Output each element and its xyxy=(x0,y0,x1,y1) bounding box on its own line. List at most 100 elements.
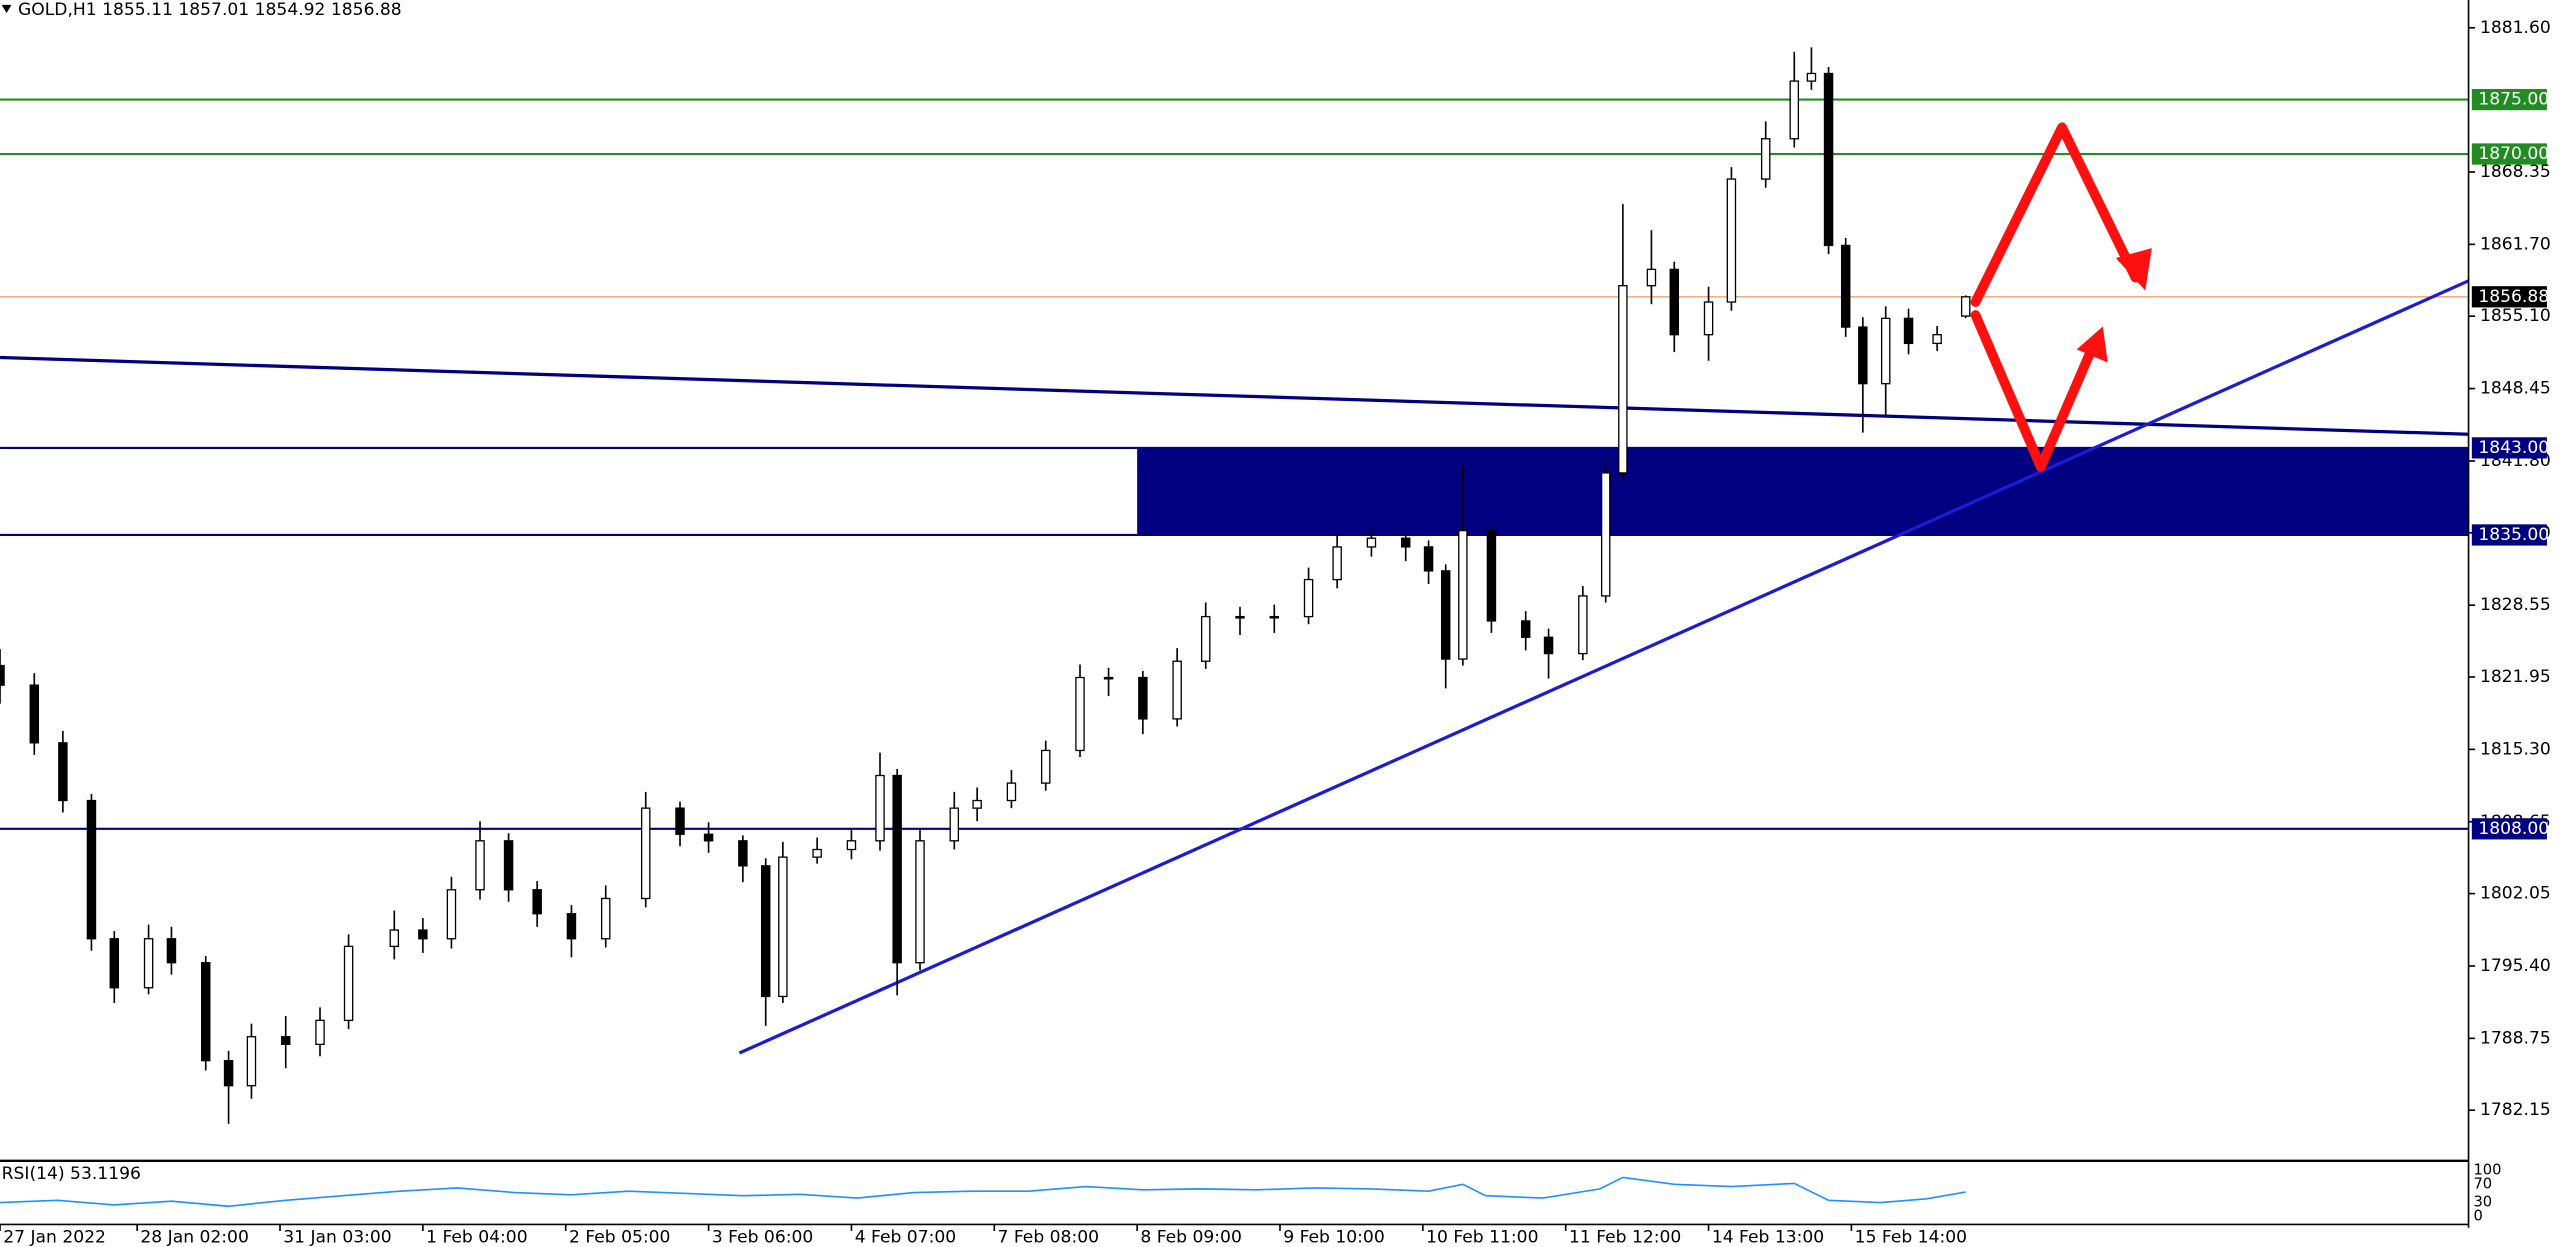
last-price-box xyxy=(2471,286,2547,308)
candle-body xyxy=(29,684,40,744)
candle-body xyxy=(915,840,925,964)
candle-body xyxy=(703,833,714,842)
candle-body xyxy=(1040,749,1051,784)
y-tick-label: 1788.75 xyxy=(2480,1028,2551,1048)
candle-body xyxy=(280,1036,291,1045)
x-tick-label: 28 Jan 02:00 xyxy=(140,1228,248,1247)
rsi-tick-label: 0 xyxy=(2473,1207,2482,1224)
supply-demand-zone xyxy=(1137,447,2469,535)
arrow-head xyxy=(2115,248,2152,291)
level-label-box xyxy=(2471,437,2547,459)
candle-body xyxy=(1858,326,1868,385)
candle-body xyxy=(1486,529,1497,622)
candle-body xyxy=(1726,178,1737,303)
x-tick-label: 11 Feb 12:00 xyxy=(1569,1228,1681,1247)
candle-body xyxy=(892,774,902,964)
candle-body xyxy=(675,807,685,835)
candle-body xyxy=(446,889,457,940)
candle-body xyxy=(1458,529,1468,660)
y-tick-label: 1881.60 xyxy=(2480,18,2551,38)
candle-body xyxy=(812,848,822,858)
x-tick-label: 14 Feb 13:00 xyxy=(1712,1228,1824,1247)
forecast-arrow-down xyxy=(1970,310,2098,472)
candle-body xyxy=(1600,472,1611,597)
candle-body xyxy=(58,742,68,802)
y-tick-label: 1828.55 xyxy=(2480,595,2551,615)
candle-body xyxy=(1006,782,1017,802)
candle-body xyxy=(1200,615,1211,662)
candle-body xyxy=(1960,296,1971,317)
candle-body xyxy=(738,840,748,867)
candle-body xyxy=(1235,615,1245,619)
y-tick-label: 1815.30 xyxy=(2480,739,2551,759)
candle-body xyxy=(1880,317,1891,385)
candle-body xyxy=(1789,80,1800,140)
x-tick-label: 4 Feb 07:00 xyxy=(855,1228,956,1247)
x-tick-label: 31 Jan 03:00 xyxy=(283,1228,391,1247)
candle-body xyxy=(1932,334,1942,345)
candle-body xyxy=(315,1019,325,1045)
y-tick-label: 1802.05 xyxy=(2480,884,2551,904)
candle-body xyxy=(109,938,120,989)
candle-body xyxy=(1578,595,1588,655)
x-tick-label: 3 Feb 06:00 xyxy=(712,1228,813,1247)
candle-body xyxy=(389,929,400,948)
candle-body xyxy=(1703,301,1714,336)
level-label: 1875.00 xyxy=(2478,90,2549,110)
rsi-line xyxy=(0,1176,1966,1208)
candle-body xyxy=(1543,636,1554,655)
candle-body xyxy=(475,840,485,891)
x-tick-label: 27 Jan 2022 xyxy=(3,1228,106,1247)
level-label-box xyxy=(2471,88,2547,111)
x-tick-label: 8 Feb 09:00 xyxy=(1140,1228,1241,1247)
candle-body xyxy=(200,962,211,1062)
candle-body xyxy=(166,938,177,964)
marks-layer xyxy=(0,47,2470,1208)
rsi-tick-label: 30 xyxy=(2473,1194,2492,1211)
candle-body xyxy=(1618,285,1628,474)
x-tick-label: 15 Feb 14:00 xyxy=(1855,1228,1967,1247)
level-label-box xyxy=(2471,524,2547,546)
candle-body xyxy=(1840,244,1851,328)
y-tick-label: 1855.10 xyxy=(2480,306,2551,326)
candle-body xyxy=(760,865,771,998)
level-label-box xyxy=(2471,143,2547,165)
candle-body xyxy=(1646,268,1657,287)
candle-body xyxy=(1903,317,1914,345)
chart-header: GOLD,H1 1855.11 1857.01 1854.92 1856.88 xyxy=(18,0,402,20)
x-tick-label: 7 Feb 08:00 xyxy=(998,1228,1099,1247)
candle-body xyxy=(949,807,960,842)
rsi-label: RSI(14) 53.1196 xyxy=(2,1164,141,1184)
candle-body xyxy=(503,840,514,891)
candle-body xyxy=(343,945,354,1022)
menu-triangle xyxy=(1,4,12,14)
level-label-box xyxy=(2471,818,2547,840)
candle-body xyxy=(1269,615,1280,619)
candle-body xyxy=(223,1060,234,1087)
candle-body xyxy=(875,774,885,842)
candle-body xyxy=(246,1036,257,1087)
rsi-tick-label: 70 xyxy=(2473,1175,2492,1192)
level-label: 1843.00 xyxy=(2478,438,2549,458)
rsi-tick-label: 100 xyxy=(2473,1162,2501,1179)
candle-body xyxy=(1669,268,1680,336)
candle-body xyxy=(972,799,982,809)
candle-body xyxy=(1440,570,1451,660)
candle-body xyxy=(532,889,542,915)
candle-body xyxy=(1172,660,1182,720)
candle-body xyxy=(1303,578,1314,618)
x-tick-label: 10 Feb 11:00 xyxy=(1426,1228,1538,1247)
level-label: 1870.00 xyxy=(2478,144,2549,164)
candle-body xyxy=(566,913,577,940)
candle-body xyxy=(1366,537,1377,548)
level-label: 1835.00 xyxy=(2478,525,2549,545)
y-tick-label: 1821.95 xyxy=(2480,667,2551,687)
x-tick-label: 1 Feb 04:00 xyxy=(426,1228,527,1247)
candle-body xyxy=(1520,620,1531,638)
candle-body xyxy=(600,897,611,940)
candle-body xyxy=(1823,72,1834,247)
